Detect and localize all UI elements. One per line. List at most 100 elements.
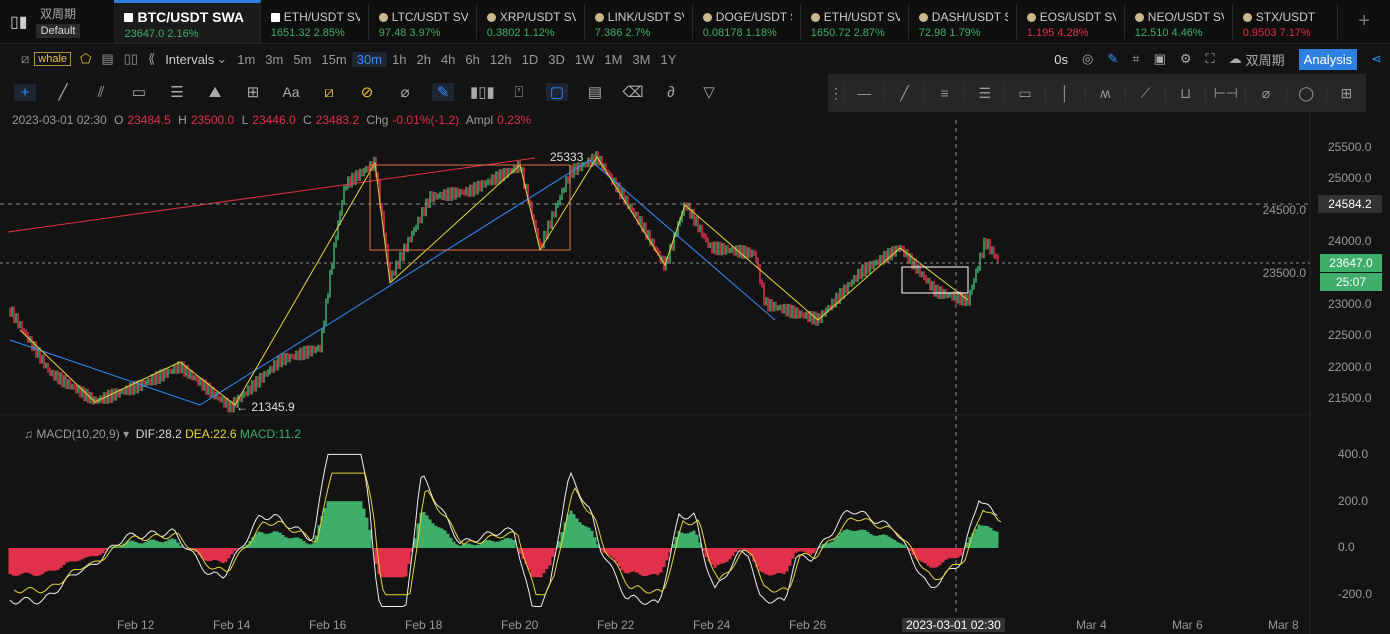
interval-1W[interactable]: 1W (574, 51, 595, 67)
symbol-tab[interactable]: LTC/USDT SV 97.48 3.97% (369, 4, 477, 39)
bell-icon[interactable]: ♫ (24, 427, 33, 441)
x-tick-label: Mar 8 (1268, 618, 1299, 632)
segment-icon[interactable]: ⟋ (1126, 84, 1167, 102)
replay-icon[interactable]: ⟪ (147, 51, 156, 66)
fullscreen-icon[interactable]: ⛶ (1205, 51, 1215, 66)
text-icon[interactable]: Aa (282, 84, 300, 100)
image-icon[interactable]: ▣ (1153, 51, 1166, 66)
symbol-tab[interactable]: EOS/USDT SV 1.195 4.28% (1017, 4, 1125, 39)
tab-symbol: DOGE/USDT S (715, 10, 792, 24)
trendline-icon[interactable]: ╱ (58, 84, 68, 101)
analysis-button[interactable]: Analysis (1298, 48, 1358, 70)
symbol-tab[interactable]: XRP/USDT SV 0.3802 1.12% (477, 4, 585, 39)
rectangle-icon[interactable]: ▭ (131, 84, 147, 101)
ray-icon[interactable]: ╱ (885, 84, 926, 102)
interval-6h[interactable]: 6h (465, 51, 480, 67)
gear-icon[interactable]: ⚙ (1179, 51, 1192, 66)
interval-1M[interactable]: 1M (604, 51, 623, 67)
trash-icon[interactable]: ⌫ (622, 84, 644, 101)
drag-handle-icon[interactable]: ⋮ (828, 84, 845, 102)
chevron-down-icon: ⌄ (216, 51, 228, 66)
tab-price: 23647.0 (124, 28, 165, 40)
crop-icon[interactable]: ⌗ (1132, 51, 1140, 66)
wave-icon[interactable]: ʍ (1086, 85, 1126, 101)
interval-5m[interactable]: 5m (293, 51, 312, 67)
fib-levels-icon[interactable]: ☰ (965, 84, 1006, 102)
filter-icon[interactable]: ▽ (703, 84, 715, 101)
channel-icon[interactable]: ≡ (925, 85, 966, 101)
interval-1m[interactable]: 1m (237, 51, 256, 67)
symbol-tab[interactable]: DOGE/USDT S 0.08178 1.18% (693, 4, 801, 39)
horizontal-line-icon[interactable]: — (845, 85, 885, 101)
add-tab-button[interactable]: + (1358, 10, 1370, 32)
layout-select[interactable]: 双周期 (1245, 52, 1285, 68)
chevron-down-icon[interactable]: ▾ (123, 427, 130, 441)
coin-icon (594, 12, 604, 22)
layout-grid-icon[interactable]: ▯▯ (123, 51, 138, 66)
symbol-tab[interactable]: LINK/USDT SV 7.386 2.7% (585, 4, 693, 39)
interval-15m[interactable]: 15m (321, 51, 347, 67)
eraser-icon[interactable]: ⌀ (400, 84, 410, 101)
interval-1h[interactable]: 1h (392, 51, 407, 67)
chart-type-icon[interactable]: ⧄ (21, 51, 30, 66)
magnet-icon[interactable]: ⊘ (360, 84, 374, 101)
tab-symbol: LINK/USDT SV (607, 10, 684, 24)
coin-icon (702, 12, 712, 22)
countdown: 0s (1054, 51, 1069, 67)
lock-icon[interactable]: ⍞ (514, 83, 524, 101)
parallel-lines-icon[interactable]: ⫽ (97, 83, 105, 101)
vertical-line-icon[interactable]: │ (1046, 85, 1086, 101)
layout-toggle[interactable]: ▯▮ 双周期 Default (0, 0, 114, 43)
symbol-tab[interactable]: NEO/USDT SV 12.510 4.46% (1125, 4, 1233, 39)
interval-3D[interactable]: 3D (548, 51, 565, 67)
symbol-tab[interactable]: STX/USDT 0.9503 7.17% (1233, 4, 1339, 39)
calendar-icon[interactable]: ▤ (101, 51, 114, 66)
last-price-tag: 23647.0 (1320, 254, 1382, 272)
price-range-icon[interactable]: ⊔ (1166, 84, 1207, 102)
crosshair-icon[interactable]: + (14, 83, 36, 101)
interval-2h[interactable]: 2h (416, 51, 431, 67)
rectangle-tool-icon[interactable]: ▭ (1005, 84, 1046, 102)
o-label: O (114, 113, 124, 127)
cloud-icon[interactable]: ☁ (1228, 51, 1242, 66)
interval-30m[interactable]: 30m (351, 51, 388, 67)
interval-4h[interactable]: 4h (440, 51, 456, 67)
tab-price: 72.98 (918, 27, 947, 39)
macd-label[interactable]: MACD(10,20,9) (36, 427, 120, 441)
intervals-dropdown[interactable]: Intervals (165, 51, 215, 67)
macd-tick-label: 200.0 (1338, 494, 1369, 508)
date-range-icon[interactable]: ⊢⊣ (1206, 84, 1247, 102)
ruler-tool-icon[interactable]: ⌀ (1246, 84, 1287, 102)
interval-12h[interactable]: 12h (489, 51, 512, 67)
coin-icon (486, 12, 496, 22)
y-tick-label: 25500.0 (1328, 140, 1372, 154)
interval-1Y[interactable]: 1Y (660, 51, 677, 67)
fib-icon[interactable]: ☰ (170, 84, 184, 101)
indicator-tag[interactable]: whale (34, 52, 72, 66)
pattern-icon[interactable]: ⛰ (208, 83, 222, 101)
low-value: 23446.0 (252, 113, 296, 127)
visibility-icon[interactable]: ▢ (546, 83, 568, 101)
alert-icon[interactable]: ⬠ (80, 51, 92, 66)
symbol-tab[interactable]: ETH/USDT SV 1650.72 2.87% (801, 4, 909, 39)
symbol-tab[interactable]: BTC/USDT SWA 23647.0 2.16% (114, 0, 261, 43)
x-tick-label: Feb 20 (501, 618, 539, 632)
measure-icon[interactable]: ⊞ (246, 84, 260, 101)
pencil-icon[interactable]: ✎ (1107, 51, 1119, 66)
symbol-tab[interactable]: ETH/USDT SV 1651.32 2.85% (261, 4, 369, 39)
symbol-tab[interactable]: DASH/USDT S 72.98 1.79% (909, 4, 1017, 39)
candles-icon[interactable]: ▮▯▮ (470, 84, 495, 101)
interval-3M[interactable]: 3M (632, 51, 651, 67)
interval-1D[interactable]: 1D (521, 51, 539, 67)
draw-mode-icon[interactable]: ✎ (432, 83, 454, 101)
ellipse-icon[interactable]: ◯ (1287, 84, 1327, 102)
interval-3m[interactable]: 3m (265, 51, 284, 67)
ruler-icon[interactable]: ⧄ (324, 83, 334, 101)
share-icon[interactable]: ⋖ (1371, 51, 1382, 66)
edit-list-icon[interactable]: ▤ (587, 84, 603, 101)
measure-tool-icon[interactable]: ⊞ (1340, 84, 1353, 101)
link-icon[interactable]: ∂ (667, 83, 675, 101)
camera-icon[interactable]: ◎ (1082, 51, 1094, 66)
chart-actions: 0s ◎ ✎ ⌗ ▣ ⚙ ⛶ ☁ 双周期 Analysis ⋖ (1054, 46, 1390, 72)
